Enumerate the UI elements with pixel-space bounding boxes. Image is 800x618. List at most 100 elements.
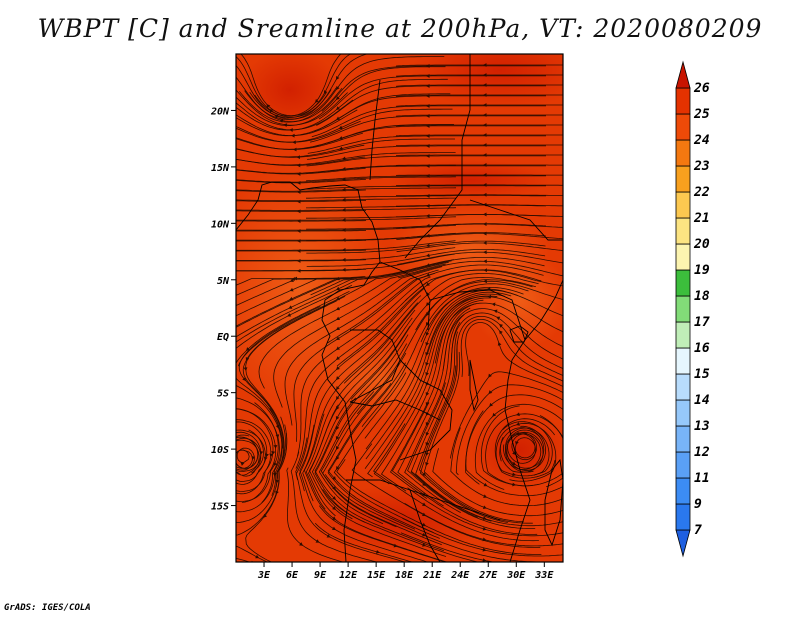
streamline-arrow — [332, 516, 336, 520]
lat-tick-label: 10N — [211, 219, 230, 230]
colorbar-segment — [675, 217, 691, 245]
streamline-arrow — [487, 294, 492, 299]
streamline-arrow — [272, 472, 277, 477]
streamline-arrow — [482, 558, 487, 562]
streamline-arrow — [425, 352, 429, 356]
streamline-arrow — [425, 462, 429, 466]
border — [349, 329, 401, 403]
streamline — [236, 168, 366, 175]
streamline-arrow — [483, 73, 487, 77]
border — [404, 54, 471, 259]
lat-tick-label: EQ — [217, 332, 229, 343]
streamline-arrow — [341, 167, 346, 171]
streamline-arrow — [335, 416, 340, 420]
plot-area — [236, 54, 563, 562]
streamline — [236, 65, 337, 120]
colorbar-segment — [675, 165, 691, 193]
colorbar-label: 22 — [693, 185, 710, 200]
streamline-arrow — [422, 482, 426, 486]
streamline — [236, 429, 264, 477]
streamline-arrow — [512, 461, 516, 465]
streamline-arrow — [488, 390, 493, 394]
streamline-arrow — [336, 366, 340, 370]
lon-tick-label: 30E — [506, 570, 526, 581]
streamline-arrow — [426, 302, 430, 306]
streamline-arrow — [259, 451, 264, 455]
streamline-arrow — [483, 494, 488, 498]
lon-tick-label: 15E — [367, 570, 386, 581]
streamline-arrow — [341, 197, 346, 202]
streamline — [474, 403, 563, 490]
streamline-arrow — [336, 386, 340, 390]
streamline-arrow — [483, 133, 487, 137]
streamline-arrow — [336, 76, 340, 80]
streamline-arrow — [273, 445, 278, 449]
streamline — [236, 164, 456, 174]
streamline-arrow — [242, 377, 246, 381]
streamline-arrow — [336, 446, 340, 450]
border — [409, 489, 441, 562]
streamline-arrow — [482, 547, 487, 552]
colorbar-label: 13 — [694, 419, 710, 434]
lon-tick-label: 3E — [257, 570, 271, 581]
colorbar-segment — [675, 529, 691, 558]
streamline-arrow — [332, 526, 336, 530]
streamline-arrow — [341, 156, 346, 161]
streamline-arrow — [336, 96, 340, 100]
streamline-arrow — [483, 123, 487, 127]
streamline-arrow — [482, 526, 487, 531]
wbpt-hot-patch — [390, 160, 550, 200]
streamline-arrow — [338, 125, 343, 130]
lon-tick-label: 33E — [534, 570, 554, 581]
streamline-arrow — [492, 412, 497, 417]
streamline-arrow — [425, 342, 429, 346]
colorbar-segment — [675, 425, 691, 453]
streamline — [295, 437, 407, 562]
streamline-arrow — [483, 163, 487, 167]
streamline-arrow — [515, 441, 519, 445]
streamline-arrow — [483, 83, 487, 87]
streamline-arrow — [336, 86, 340, 90]
streamline-arrow — [269, 453, 274, 458]
border — [469, 199, 563, 241]
streamline-arrow — [338, 136, 343, 140]
colorbar-label: 26 — [693, 81, 710, 96]
streamline-arrow — [341, 247, 346, 252]
streamline-arrow — [425, 432, 430, 436]
streamline-arrow — [426, 312, 430, 316]
streamline — [318, 505, 447, 562]
streamline-arrow — [341, 187, 346, 192]
streamline — [236, 197, 456, 202]
colorbar-segment — [675, 87, 691, 115]
colorbar-label: 21 — [693, 211, 710, 226]
streamline-arrow — [426, 282, 430, 286]
streamline-arrow — [336, 316, 340, 321]
streamline-arrow — [512, 472, 516, 477]
streamline-arrow — [314, 98, 319, 103]
streamline-arrow — [335, 436, 340, 440]
streamline-arrow — [265, 453, 269, 458]
streamline-arrow — [425, 452, 429, 456]
streamline-arrow — [483, 182, 487, 187]
streamline — [236, 108, 453, 143]
streamline — [236, 189, 366, 193]
streamline-arrow — [336, 286, 340, 291]
streamline-arrow — [483, 231, 487, 236]
streamline-arrow — [240, 462, 245, 466]
wbpt-warm-patch — [320, 340, 440, 420]
border — [379, 261, 431, 331]
colorbar-segment — [675, 321, 691, 349]
streamline-arrow — [336, 106, 340, 110]
streamline-arrow — [516, 422, 520, 426]
streamline — [236, 397, 280, 504]
streamline-arrow — [426, 253, 430, 258]
streamline — [236, 416, 286, 523]
streamline-arrow — [299, 542, 304, 546]
colorbar-label: 25 — [693, 107, 710, 122]
streamline-arrow — [483, 93, 487, 97]
streamline-arrow — [336, 376, 340, 380]
streamline-arrow — [499, 330, 503, 335]
streamline — [236, 152, 456, 166]
streamline-arrow — [266, 104, 271, 108]
streamline-arrow — [425, 362, 429, 366]
